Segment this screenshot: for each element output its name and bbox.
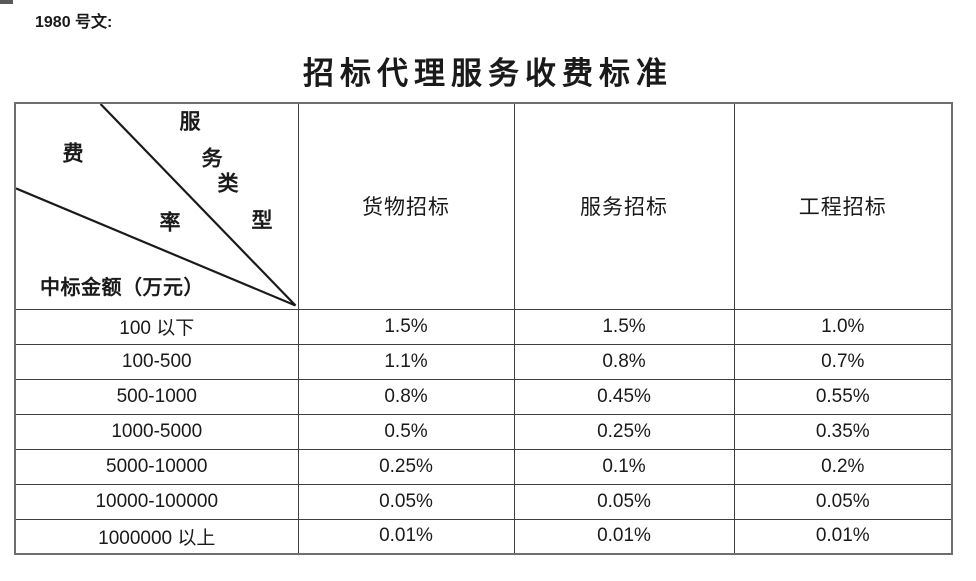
rate-value: 0.2% [733, 448, 953, 485]
rate-value: 0.05% [733, 483, 953, 520]
table-row: 500-1000 0.8% 0.45% 0.55% [14, 378, 953, 415]
column-header-goods: 货物招标 [297, 102, 515, 310]
corner-type-char: 类 [217, 171, 239, 196]
page-title: 招标代理服务收费标准 [303, 56, 673, 91]
corner-type-char: 务 [201, 146, 223, 171]
column-header-engineering: 工程招标 [733, 102, 953, 310]
corner-type-char: 服 [179, 109, 201, 134]
rate-value: 1.1% [297, 343, 515, 380]
rate-value: 0.8% [513, 343, 735, 380]
document-number-note: 1980 号文: [35, 14, 113, 31]
rate-value: 0.25% [513, 413, 735, 450]
rate-value: 0.05% [297, 483, 515, 520]
rate-value: 0.01% [297, 518, 515, 555]
rate-value: 0.45% [513, 378, 735, 415]
rate-value: 0.35% [733, 413, 953, 450]
rate-value: 0.8% [297, 378, 515, 415]
corner-rate-char: 率 [159, 210, 181, 235]
rate-value: 1.5% [297, 308, 515, 345]
rate-value: 0.1% [513, 448, 735, 485]
page-edge-artifact [0, 0, 13, 4]
corner-type-char: 型 [251, 208, 273, 233]
rate-value: 0.05% [513, 483, 735, 520]
amount-range: 100-500 [14, 343, 299, 380]
table-row: 10000-100000 0.05% 0.05% 0.05% [14, 483, 953, 520]
table-row: 100 以下 1.5% 1.5% 1.0% [14, 308, 953, 345]
table-row: 100-500 1.1% 0.8% 0.7% [14, 343, 953, 380]
fee-standard-table: 服 务 类 型 费 率 中标金额（万元） 货物招标 服务招标 工程招标 100 … [14, 102, 953, 555]
amount-range: 1000-5000 [14, 413, 299, 450]
table-row: 1000000 以上 0.01% 0.01% 0.01% [14, 518, 953, 555]
column-header-services: 服务招标 [513, 102, 735, 310]
table-row: 5000-10000 0.25% 0.1% 0.2% [14, 448, 953, 485]
diagonal-divider-lines [16, 104, 297, 307]
amount-range: 5000-10000 [14, 448, 299, 485]
table-row: 1000-5000 0.5% 0.25% 0.35% [14, 413, 953, 450]
rate-value: 1.5% [513, 308, 735, 345]
amount-range: 1000000 以上 [14, 518, 299, 555]
rate-value: 0.01% [733, 518, 953, 555]
rate-value: 0.5% [297, 413, 515, 450]
rate-value: 0.7% [733, 343, 953, 380]
amount-range: 10000-100000 [14, 483, 299, 520]
amount-range: 500-1000 [14, 378, 299, 415]
corner-header-cell: 服 务 类 型 费 率 中标金额（万元） [14, 102, 299, 310]
amount-range: 100 以下 [14, 308, 299, 345]
table-header-row: 服 务 类 型 费 率 中标金额（万元） 货物招标 服务招标 工程招标 [14, 102, 953, 310]
rate-value: 1.0% [733, 308, 953, 345]
corner-amount-label: 中标金额（万元） [40, 276, 204, 299]
rate-value: 0.55% [733, 378, 953, 415]
corner-rate-char: 费 [62, 141, 84, 166]
rate-value: 0.25% [297, 448, 515, 485]
rate-value: 0.01% [513, 518, 735, 555]
